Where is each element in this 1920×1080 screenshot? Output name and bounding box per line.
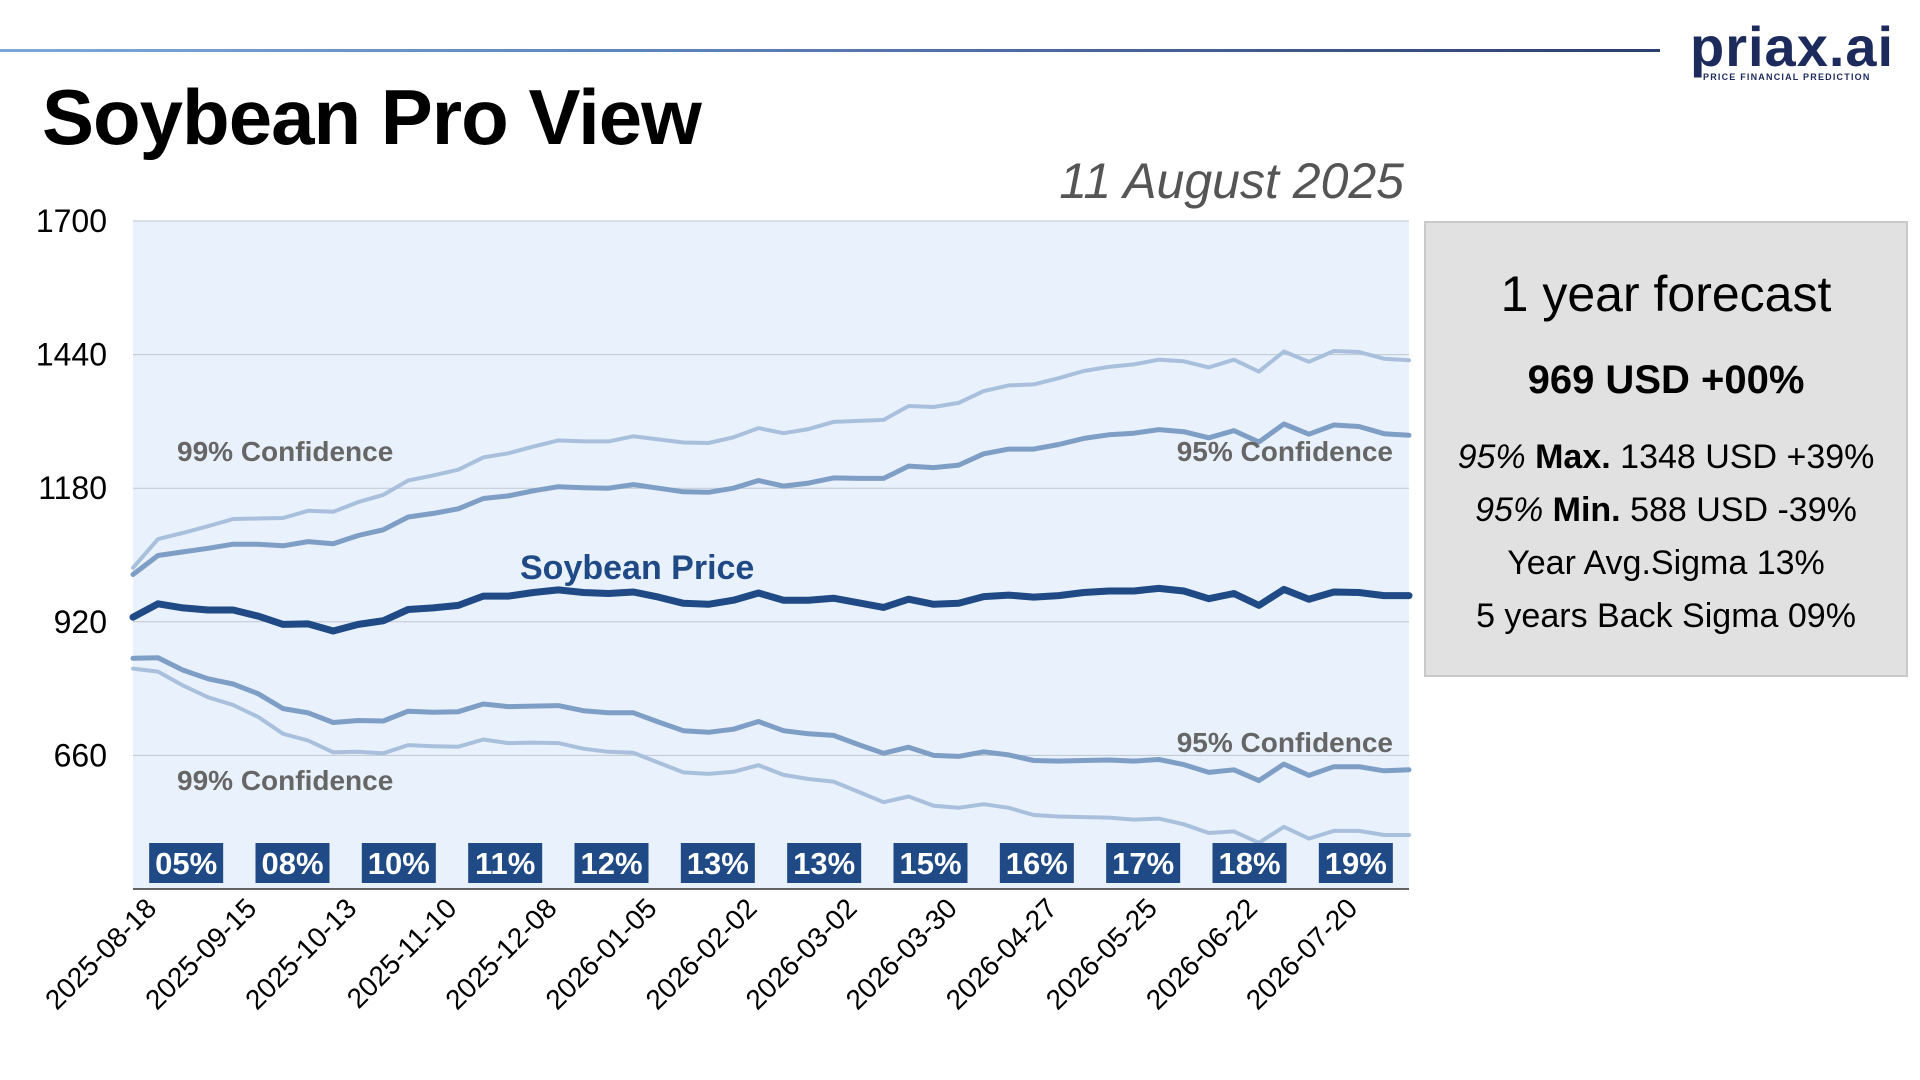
series-line-band99-lower [131,666,1411,845]
price-series-label: Soybean Price [520,549,754,587]
sigma-badge: 15% [893,843,968,883]
sigma-badge-box [1318,843,1393,883]
sigma-badge-box [680,843,755,883]
band-label-95-upper: 95% Confidence [1177,436,1393,467]
min-prefix: 95% [1475,491,1544,529]
sigma-badge-text: 11% [475,846,535,881]
y-tick-label: 1180 [38,470,107,506]
sigma-badge-text: 13% [687,846,749,881]
page-title: Soybean Pro View [42,73,702,161]
sigma-badge-text: 19% [1325,846,1387,881]
band-label-99-lower: 99% Confidence [177,765,393,796]
sigma-badge-box [361,843,436,883]
series-lines [129,349,1413,845]
priax-logo: priax.ai PRICE FINANCIAL PREDICTION [1690,14,1893,84]
plot-background [133,221,1409,889]
forecast-min-line: 95% Min. 588 USD -39% [1426,491,1906,530]
sigma-badge-text: 10% [368,846,430,881]
sigma-badge: 05% [149,843,224,883]
max-value: 1348 USD +39% [1620,438,1875,476]
price-forecast-chart: 660 920 1180 1440 1700 2025-08-182025-09-152… [36,203,1413,1016]
min-value: 588 USD -39% [1630,491,1857,529]
sigma-badge-text: 08% [261,846,323,881]
five-year-back-sigma: 5 years Back Sigma 09% [1476,597,1856,635]
sigma-badge-box [1212,843,1287,883]
sigma-badge: 17% [1106,843,1181,883]
series-line-band95-lower [130,655,1412,784]
forecast-price-summary: 969 USD +00% [1527,358,1805,402]
y-tick-label: 1440 [36,337,107,373]
gridlines [133,220,1409,756]
sigma-badges: 05% 08% 10% 11% 12% 13% 13% 15% 16% 17% 18% 19% [149,843,1393,883]
min-label: Min. [1552,491,1621,529]
sigma-badge-box [255,843,330,883]
series-line-band99-upper [131,349,1411,570]
year-avg-sigma: Year Avg.Sigma 13% [1507,544,1825,582]
band-label-95-lower: 95% Confidence [1177,727,1393,758]
y-tick-label: 920 [54,604,107,640]
sigma-badge-box [893,843,968,883]
sigma-badge: 13% [680,843,755,883]
logo-text: priax.ai [1690,15,1895,78]
sigma-badge: 19% [1318,843,1393,883]
sigma-badge-text: 15% [899,846,961,881]
y-axis-ticks: 660 920 1180 1440 1700 [36,203,107,773]
chart-annotations: 99% Confidence 95% Confidence 95% Confid… [177,436,1393,796]
sigma-badge-box [1106,843,1181,883]
sigma-badge: 12% [574,843,649,883]
series-line-band95-upper [130,421,1412,577]
sigma-badge: 18% [1212,843,1287,883]
sigma-badge-text: 18% [1218,846,1280,881]
sigma-badge-box [468,843,543,883]
sigma-badge: 08% [255,843,330,883]
x-axis-ticks: 2025-08-182025-09-152025-10-132025-11-10… [39,892,1363,1015]
sigma-badge-box [149,843,224,883]
sigma-badge-box [787,843,862,883]
sigma-badge-text: 05% [155,846,217,881]
sigma-badge-box [574,843,649,883]
forecast-max-line: 95% Max. 1348 USD +39% [1426,438,1906,477]
logo-subtitle: PRICE FINANCIAL PREDICTION [1703,72,1871,82]
series-line-price [129,584,1413,635]
report-date: 11 August 2025 [1059,153,1404,209]
forecast-panel: 1 year forecast 969 USD +00% 95% Max. 13… [1424,221,1908,677]
sigma-badge: 16% [999,843,1074,883]
top-divider-line [0,49,1660,52]
sigma-badge-text: 13% [793,846,855,881]
sigma-badge: 11% [468,843,543,883]
y-tick-label: 1700 [36,203,107,239]
max-prefix: 95% [1457,438,1526,476]
y-tick-label: 660 [54,737,107,773]
sigma-badge: 13% [787,843,862,883]
band-label-99-upper: 99% Confidence [177,436,393,467]
sigma-badge-text: 16% [1006,846,1068,881]
forecast-title: 1 year forecast [1500,266,1832,322]
sigma-badge-text: 12% [580,846,642,881]
max-label: Max. [1535,438,1611,476]
sigma-badge: 10% [361,843,436,883]
sigma-badge-text: 17% [1112,846,1174,881]
sigma-badge-box [999,843,1074,883]
